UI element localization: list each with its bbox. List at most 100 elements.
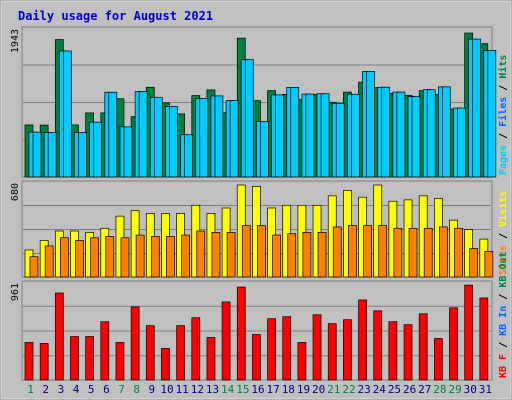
bar-sites	[287, 233, 297, 278]
x-tick-label: 24	[373, 383, 387, 396]
bar-pages	[123, 126, 133, 178]
bar-kb-f	[418, 313, 428, 381]
bar-sites	[241, 225, 251, 278]
panel-hits-files-pages: 1943 Pages / Files / Hits	[10, 26, 509, 178]
bar-pages	[32, 131, 42, 178]
bar-pages	[260, 121, 269, 178]
legend-label: Visits	[497, 191, 509, 227]
bar-kb-f	[70, 336, 79, 381]
bar-sites	[29, 256, 39, 278]
legend-label: KB F	[498, 354, 509, 378]
x-tick-label: 28	[433, 383, 446, 396]
bar-sites	[90, 237, 99, 278]
x-tick-label: 29	[448, 383, 461, 396]
bar-kb-f	[252, 334, 261, 381]
bar-sites	[196, 230, 206, 278]
bar-sites	[75, 240, 84, 278]
bar-pages	[381, 86, 391, 178]
bar-sites	[302, 232, 312, 278]
x-tick-label: 26	[403, 383, 416, 396]
bar-kb-f	[358, 299, 367, 381]
chart-title: Daily usage for August 2021	[18, 9, 213, 23]
x-tick-label: 30	[464, 383, 477, 396]
bar-pages	[184, 134, 193, 178]
x-tick-label: 25	[388, 383, 401, 396]
x-tick-label: 10	[160, 383, 173, 396]
bar-kb-f	[39, 343, 49, 381]
bar-pages	[305, 93, 315, 178]
bar-sites	[211, 232, 221, 278]
bar-sites	[348, 225, 357, 278]
bar-sites	[44, 245, 54, 278]
x-tick-label: 13	[206, 383, 219, 396]
panel-legend: KB F / KB In / KB Out	[498, 252, 509, 378]
bar-sites	[257, 225, 266, 278]
x-tick-label: 6	[103, 383, 110, 396]
bar-sites	[423, 227, 433, 278]
chart-panels: 1943 Pages / Files / Hits 680 Sites / Visit…	[10, 26, 509, 381]
legend-label: KB In	[498, 306, 509, 336]
panel-legend: Sites / Visits	[497, 191, 509, 275]
bar-sites	[332, 226, 342, 278]
bar-kb-f	[145, 325, 155, 381]
x-tick-label: 20	[312, 383, 325, 396]
bar-pages	[214, 95, 224, 178]
bar-kb-f	[373, 310, 383, 381]
bar-kb-f	[327, 323, 337, 381]
legend-label: Files	[497, 97, 509, 127]
legend-separator: /	[498, 336, 509, 354]
bar-sites	[166, 236, 175, 278]
x-tick-label: 16	[251, 383, 264, 396]
bar-pages	[153, 96, 163, 178]
x-tick-label: 23	[358, 383, 371, 396]
bar-pages	[426, 89, 436, 178]
bar-kb-f	[343, 319, 352, 381]
bar-kb-f	[221, 301, 231, 381]
x-tick-label: 19	[297, 383, 310, 396]
bar-kb-f	[312, 314, 322, 381]
bar-pages	[366, 71, 375, 178]
bar-pages	[457, 107, 466, 178]
bar-pages	[47, 132, 57, 178]
x-tick-label: 2	[42, 383, 49, 396]
legend-separator: /	[498, 227, 509, 245]
bar-kb-f	[54, 292, 64, 381]
bar-pages	[93, 121, 102, 178]
bar-kb-f	[297, 342, 307, 381]
x-tick-label: 21	[327, 383, 340, 396]
bar-pages	[320, 93, 330, 178]
bar-pages	[290, 87, 300, 178]
bar-pages	[62, 50, 72, 178]
panel-legend: Pages / Files / Hits	[497, 55, 509, 175]
bar-sites	[363, 225, 372, 278]
x-tick-label: 8	[133, 383, 140, 396]
bar-kb-f	[434, 338, 443, 381]
bar-kb-f	[267, 318, 276, 381]
bar-kb-f	[100, 321, 110, 381]
x-tick-label: 14	[221, 383, 235, 396]
panel-visits-sites: 680 Sites / Visits	[10, 180, 509, 278]
x-tick-label: 15	[236, 383, 249, 396]
bar-kb-f	[449, 307, 458, 381]
bar-pages	[411, 96, 421, 178]
bar-kb-f	[282, 316, 292, 381]
x-tick-label: 1	[27, 383, 34, 396]
panel-kbytes: 961 KB F / KB In / KB Out	[10, 252, 509, 381]
x-tick-label: 7	[118, 383, 125, 396]
bar-kb-f	[388, 321, 398, 381]
bar-kb-f	[403, 324, 413, 381]
bar-pages	[335, 102, 345, 178]
bar-sites	[454, 227, 463, 278]
bar-pages	[472, 38, 482, 178]
bar-pages	[78, 132, 87, 178]
bar-kb-f	[206, 337, 216, 381]
legend-label: Pages	[498, 145, 509, 175]
bar-pages	[275, 94, 284, 178]
x-tick-label: 31	[479, 383, 492, 396]
legend-separator: /	[498, 79, 509, 97]
x-tick-label: 12	[191, 383, 204, 396]
bar-sites	[272, 234, 281, 278]
bar-sites	[439, 226, 448, 278]
